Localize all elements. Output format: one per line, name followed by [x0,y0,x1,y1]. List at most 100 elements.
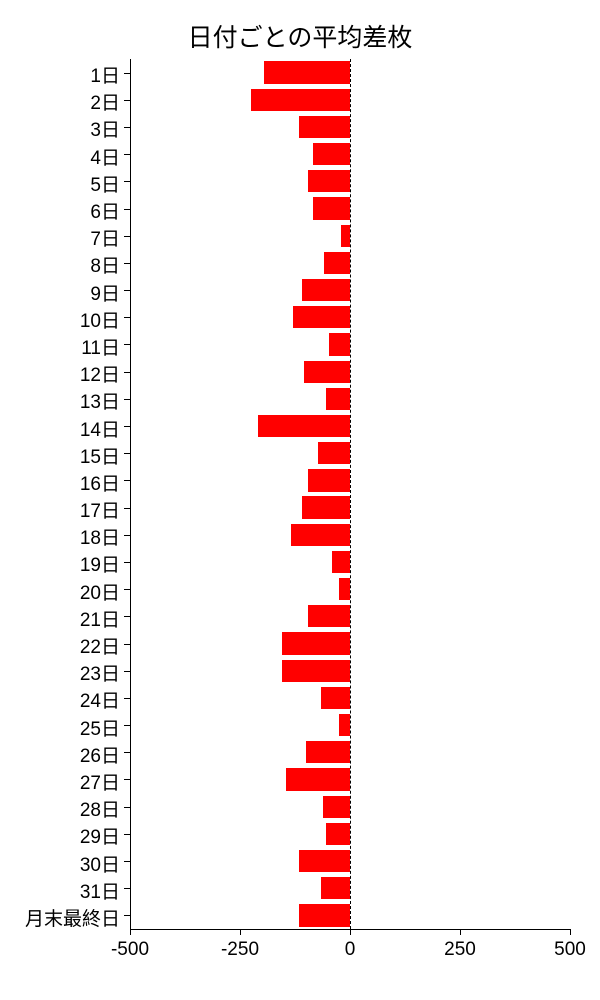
y-tick [124,508,130,509]
y-tick [124,73,130,74]
bar [341,225,350,247]
y-tick [124,834,130,835]
bar [332,551,350,573]
bar [304,361,350,383]
y-tick [124,344,130,345]
y-tick [124,399,130,400]
bar [306,741,350,763]
y-tick [124,779,130,780]
zero-line [350,59,351,929]
category-label: 15日 [80,442,120,469]
category-label: 21日 [80,605,120,632]
category-label: 10日 [80,306,120,333]
y-tick [124,698,130,699]
y-axis [130,59,131,929]
category-label: 30日 [80,850,120,877]
y-tick [124,671,130,672]
category-label: 5日 [90,170,120,197]
x-tick-label: 250 [444,939,476,961]
bar [329,333,350,355]
category-label: 1日 [90,61,120,88]
y-tick [124,209,130,210]
y-tick [124,752,130,753]
category-label: 8日 [90,251,120,278]
bar [302,496,350,518]
bar [313,197,350,219]
x-tick-label: 500 [554,939,586,961]
bar [318,442,350,464]
bar [282,632,350,654]
y-tick [124,127,130,128]
category-label: 13日 [80,387,120,414]
bar [308,605,350,627]
category-label: 2日 [90,88,120,115]
category-label: 月末最終日 [25,904,120,931]
x-tick-label: 0 [345,939,356,961]
bar [339,578,350,600]
y-tick [124,100,130,101]
category-label: 29日 [80,822,120,849]
x-tick [350,929,351,935]
category-label: 26日 [80,741,120,768]
bar [286,768,350,790]
y-tick [124,317,130,318]
bar [302,279,350,301]
y-tick [124,616,130,617]
y-tick [124,861,130,862]
y-tick [124,562,130,563]
x-tick-label: -250 [221,939,259,961]
category-label: 9日 [90,279,120,306]
bar [313,143,350,165]
bar [339,714,350,736]
bar [321,877,350,899]
bar [299,116,350,138]
y-tick [124,807,130,808]
y-tick [124,888,130,889]
category-label: 31日 [80,877,120,904]
y-tick [124,725,130,726]
y-tick [124,535,130,536]
bar [293,306,350,328]
category-label: 27日 [80,768,120,795]
y-tick [124,589,130,590]
bar [299,904,350,926]
category-label: 16日 [80,469,120,496]
category-label: 24日 [80,686,120,713]
bar [324,252,350,274]
category-label: 28日 [80,795,120,822]
category-label: 7日 [90,224,120,251]
chart-title: 日付ごとの平均差枚 [0,18,600,54]
y-tick [124,181,130,182]
y-tick [124,915,130,916]
category-label: 14日 [80,415,120,442]
x-tick [460,929,461,935]
bar [323,796,350,818]
bar [308,170,350,192]
y-tick [124,426,130,427]
y-tick [124,644,130,645]
x-tick [130,929,131,935]
x-tick [240,929,241,935]
y-tick [124,290,130,291]
category-label: 19日 [80,550,120,577]
y-tick [124,263,130,264]
bar [321,687,350,709]
y-tick [124,453,130,454]
plot-area: 1日2日3日4日5日6日7日8日9日10日11日12日13日14日15日16日1… [130,59,570,929]
category-label: 17日 [80,496,120,523]
category-label: 6日 [90,197,120,224]
bar [251,89,350,111]
bar [282,660,350,682]
bar [299,850,350,872]
category-label: 11日 [81,333,120,360]
category-label: 12日 [80,360,120,387]
bar [308,469,350,491]
bar [326,823,350,845]
y-tick [124,372,130,373]
category-label: 22日 [80,632,120,659]
y-tick [124,154,130,155]
bar [326,388,350,410]
x-tick-label: -500 [111,939,149,961]
bar [291,524,350,546]
category-label: 3日 [90,115,120,142]
